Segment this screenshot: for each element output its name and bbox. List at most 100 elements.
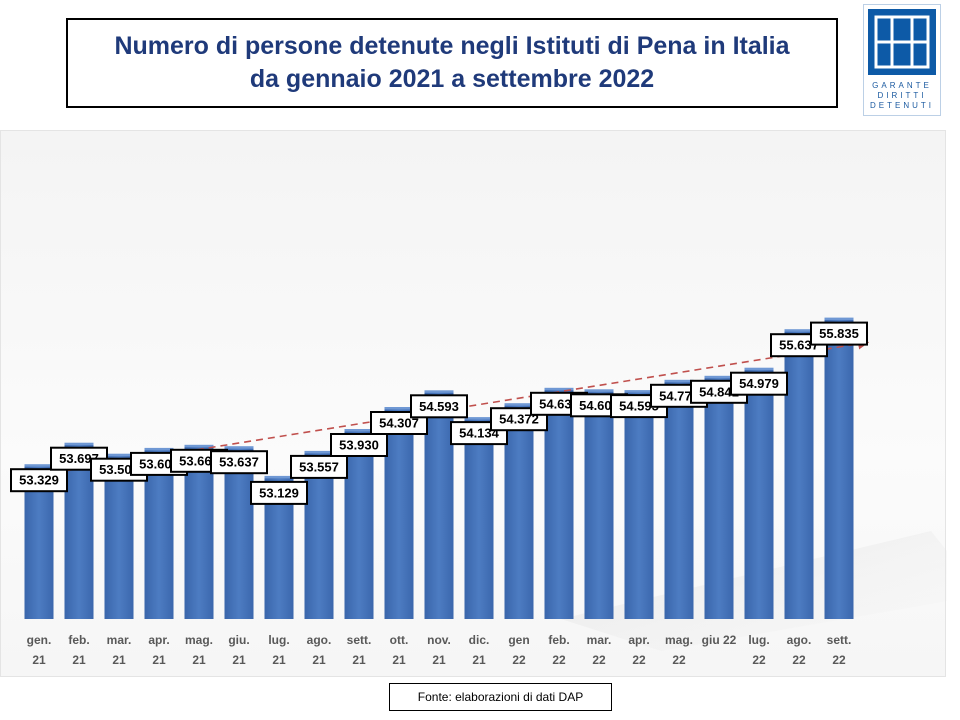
bar-cap-3 [144,447,174,451]
x-tick-label-5: giu. 21 [228,633,249,667]
x-tick-label-6: lug. 21 [268,633,289,667]
x-tick-label-2: mar. 21 [107,633,132,667]
data-label-6: 53.129 [250,480,308,505]
x-tick-label-8: sett. 21 [347,633,372,667]
garante-logo-mark [868,9,936,75]
data-label-text-3: 53.608 [139,456,179,471]
data-label-text-11: 54.134 [459,426,500,441]
bar-8 [344,430,374,619]
source-note: Fonte: elaborazioni di dati DAP [389,683,612,711]
x-tick-label-10: nov. 21 [427,633,451,667]
bar-cap-13 [544,387,574,391]
bar-cap-12 [504,403,534,406]
bar-cap-2 [104,453,134,457]
data-label-text-16: 54.771 [659,388,699,403]
bar-cap-5 [224,446,254,449]
bar-cap-11 [464,417,494,420]
bar-cap-20 [824,317,854,321]
bar-cap-14 [584,389,614,392]
bar-19 [784,330,814,619]
x-tick-label-4: mag. 21 [185,633,213,667]
bar-1 [64,443,94,619]
logo-text-line-2: DIRITTI [877,91,927,100]
bar-4 [184,445,214,619]
x-tick-label-11: dic. 21 [469,633,490,667]
chart-title-line1: Numero di persone detenute negli Istitut… [114,32,790,60]
data-label-text-12: 54.372 [499,412,539,427]
garante-logo: GARANTE DIRITTI DETENUTI [863,4,941,116]
x-tick-label-18: lug. 22 [748,633,769,667]
chart-title-box: Numero di persone detenute negli Istitut… [66,18,838,108]
data-label-text-5: 53.637 [219,455,259,470]
bar-cap-9 [384,407,414,410]
data-label-box-6 [250,480,308,505]
bar-3 [144,448,174,619]
bar-cap-1 [64,442,94,446]
data-label-0: 53.329 [10,468,68,493]
logo-text-line-3: DETENUTI [870,101,934,110]
data-label-box-5 [210,450,268,475]
x-tick-label-15: apr. 22 [628,633,649,667]
data-label-text-13: 54.635 [539,396,579,411]
data-label-text-20: 55.835 [819,326,859,341]
data-label-text-14: 54.609 [579,398,619,413]
chart-area: 53.329 53.697 53.509 53.608 53.660 53.637 53.1… [0,130,947,677]
data-label-text-1: 53.697 [59,451,99,466]
bar-18 [744,368,774,619]
bar-cap-8 [344,429,374,432]
bar-5 [224,447,254,619]
data-label-box-20 [810,321,868,346]
bar-12 [504,404,534,619]
x-tick-label-16: mag. 22 [665,633,693,667]
x-tick-label-20: sett. 22 [827,633,852,667]
bar-10 [424,391,454,619]
data-label-text-2: 53.509 [99,462,139,477]
data-label-text-18: 54.979 [739,376,779,391]
x-tick-label-3: apr. 21 [148,633,169,667]
data-label-text-15: 54.595 [619,399,659,414]
x-tick-label-1: feb. 21 [68,633,89,667]
data-label-text-4: 53.660 [179,453,219,468]
bar-20 [824,318,854,619]
bar-16 [664,380,694,619]
data-label-text-17: 54.841 [699,384,739,399]
chart-title-line2: da gennaio 2021 a settembre 2022 [249,65,655,93]
bar-14 [584,390,614,619]
data-label-7: 53.557 [290,454,348,479]
data-label-text-19: 55.637 [779,338,819,353]
x-tick-label-19: ago. 22 [787,633,812,667]
data-label-18: 54.979 [730,371,788,396]
data-label-8: 53.930 [330,433,388,457]
data-label-text-10: 54.593 [419,399,459,414]
bar-cap-16 [664,379,694,383]
data-label-text-0: 53.329 [19,473,59,488]
bar-17 [704,376,734,619]
data-label-17: 54.841 [690,379,748,404]
x-tick-label-17: giu 22 [702,633,737,647]
bar-cap-15 [624,390,654,393]
data-label-5: 53.637 [210,450,268,475]
bar-cap-10 [424,390,454,393]
data-label-box-7 [290,454,348,479]
bar-cap-4 [184,444,214,448]
x-tick-label-0: gen. 21 [27,633,52,667]
bar-11 [464,418,494,619]
x-tick-label-9: ott. 21 [390,633,409,667]
data-label-10: 54.593 [410,394,468,419]
bar-7 [304,451,334,619]
x-tick-label-12: gen 22 [508,633,529,667]
x-tick-label-14: mar. 22 [587,633,612,667]
bar-13 [544,388,574,619]
bar-cap-7 [304,450,334,454]
x-tick-label-7: ago. 21 [307,633,332,667]
bar-cap-19 [784,329,814,332]
bar-cap-6 [264,475,294,479]
bar-cap-18 [744,367,774,371]
data-label-20: 55.835 [810,321,868,346]
data-label-text-7: 53.557 [299,459,339,474]
data-label-text-6: 53.129 [259,485,299,500]
bar-cap-17 [704,375,734,379]
data-label-box-18 [730,371,788,396]
data-label-text-8: 53.930 [339,438,379,453]
